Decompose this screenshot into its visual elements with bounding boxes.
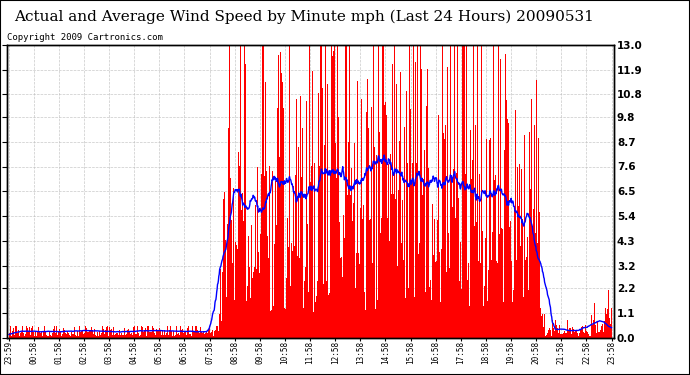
Text: Copyright 2009 Cartronics.com: Copyright 2009 Cartronics.com <box>7 33 163 42</box>
Text: Actual and Average Wind Speed by Minute mph (Last 24 Hours) 20090531: Actual and Average Wind Speed by Minute … <box>14 9 593 24</box>
